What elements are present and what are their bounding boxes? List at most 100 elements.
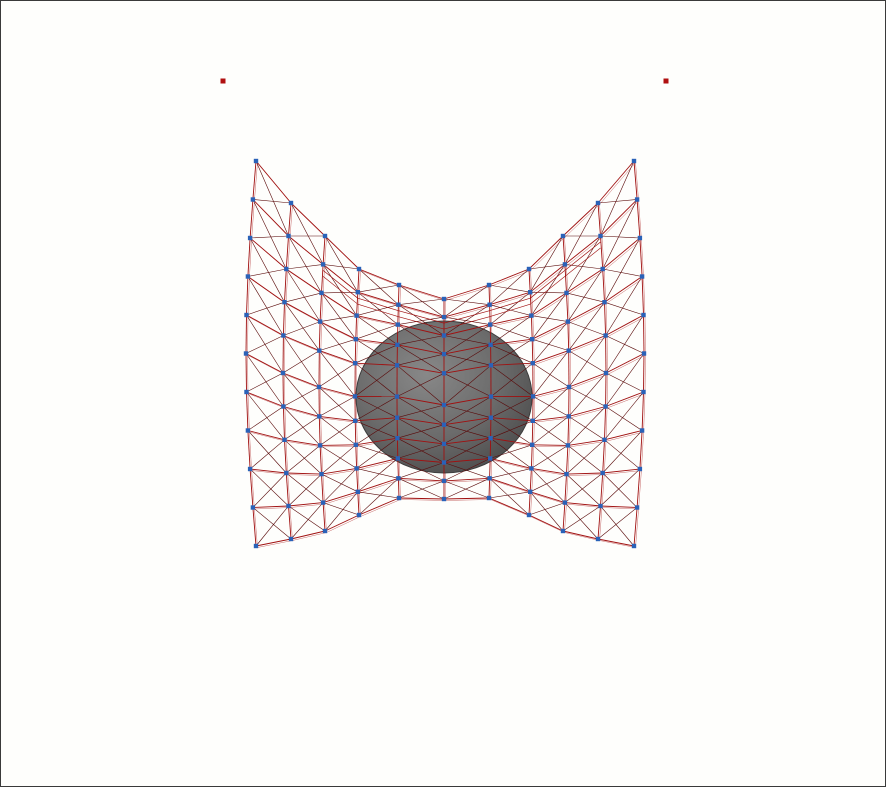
spring-back [533, 446, 570, 448]
spring-back [400, 499, 446, 501]
shear-spring [532, 444, 567, 475]
structural-spring [641, 391, 644, 431]
spring-back [605, 407, 608, 442]
structural-spring [355, 362, 398, 366]
shear-spring [604, 237, 641, 303]
shear-spring [283, 386, 320, 407]
spring-back [320, 323, 322, 353]
shear-spring [605, 406, 643, 431]
shear-spring [358, 268, 399, 305]
structural-spring [490, 417, 533, 422]
shear-spring [600, 160, 635, 237]
structural-spring [633, 160, 638, 200]
shear-spring [602, 268, 643, 277]
spring-back [247, 277, 250, 317]
rim-spring [357, 303, 399, 317]
shear-spring [568, 335, 606, 388]
cloth-node [356, 266, 362, 272]
structural-spring [246, 391, 284, 407]
structural-spring [247, 430, 251, 470]
shear-spring [354, 365, 398, 397]
shear-spring [284, 416, 320, 441]
shear-spring [323, 264, 360, 270]
shear-spring [490, 291, 531, 325]
shear-spring [290, 202, 324, 265]
structural-spring [319, 445, 322, 475]
shear-spring [443, 437, 491, 463]
cloth-node [441, 478, 447, 484]
spring-back [249, 239, 252, 279]
shear-spring [489, 478, 530, 516]
cloth-node [441, 496, 447, 502]
structural-spring [398, 477, 445, 482]
shear-spring [318, 362, 356, 388]
structural-spring [443, 324, 491, 336]
shear-spring [288, 235, 322, 294]
spring-back [322, 265, 325, 295]
cloth-node [280, 370, 286, 376]
shear-spring [245, 335, 284, 354]
cloth-node [355, 290, 360, 295]
shear-spring [532, 386, 570, 422]
shear-spring [283, 321, 321, 336]
spring-back [285, 303, 322, 324]
structural-spring [562, 202, 599, 237]
cloth-node [528, 489, 533, 494]
shear-spring [319, 416, 356, 446]
shear-spring [490, 396, 533, 422]
shear-spring [568, 302, 605, 351]
shear-spring [319, 396, 356, 417]
shear-spring [319, 350, 356, 397]
spring-back [599, 540, 636, 548]
spring-back [356, 422, 358, 447]
shear-spring [398, 284, 445, 318]
shear-spring [356, 437, 398, 469]
spring-back [603, 270, 607, 304]
spring-back [605, 277, 644, 304]
shear-spring [324, 235, 359, 293]
rim-spring [398, 310, 445, 324]
shear-spring [528, 264, 565, 270]
cloth-node [530, 361, 535, 366]
structural-spring [605, 314, 644, 336]
spring-back [399, 305, 446, 319]
spring-back [635, 162, 639, 202]
spring-back [567, 270, 605, 295]
shear-spring [397, 316, 445, 325]
shear-spring [356, 468, 399, 479]
spring-back [249, 431, 287, 442]
shear-spring [564, 502, 599, 540]
shear-spring [566, 292, 605, 303]
shear-spring [602, 472, 638, 508]
shear-spring [566, 235, 601, 294]
structural-spring [252, 199, 289, 237]
cloth-node [396, 495, 402, 501]
cloth-node [641, 312, 646, 318]
structural-spring [286, 472, 322, 475]
spring-back [567, 474, 605, 476]
structural-spring [602, 268, 605, 303]
shear-spring [284, 302, 320, 351]
spring-back [643, 393, 646, 433]
shear-spring [490, 444, 533, 459]
shear-spring [322, 468, 357, 503]
spring-back [321, 446, 358, 448]
shear-spring [531, 292, 567, 340]
cloth-node [353, 418, 358, 423]
shear-spring [488, 284, 531, 293]
structural-spring [530, 491, 566, 504]
structural-spring [443, 457, 491, 463]
shear-spring [567, 406, 606, 446]
spring-back [567, 446, 570, 476]
shear-spring [490, 324, 533, 340]
structural-spring [443, 497, 490, 500]
shear-spring [355, 444, 398, 459]
structural-spring [321, 474, 324, 503]
cloth-node [317, 348, 322, 353]
shear-spring [286, 268, 321, 322]
shear-spring [490, 344, 533, 364]
spring-back [532, 469, 569, 476]
structural-spring [568, 372, 607, 388]
